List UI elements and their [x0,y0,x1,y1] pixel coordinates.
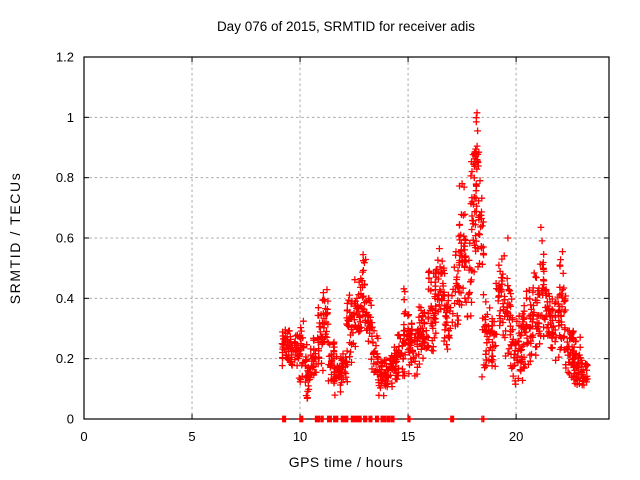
y-tick-label: 0.2 [56,351,74,366]
x-tick-label: 20 [509,429,523,444]
y-tick-label: 0 [67,412,74,427]
points-layer [278,109,591,423]
chart-title: Day 076 of 2015, SRMTID for receiver adi… [217,19,475,34]
x-tick-label: 5 [188,429,195,444]
y-tick-label: 1.2 [56,50,74,65]
x-axis-label: GPS time / hours [289,454,404,470]
x-tick-label: 15 [401,429,415,444]
tick-label-layer: 0 5 10 15 20 0 0.2 0.4 0.6 0.8 1 1.2 [56,50,523,445]
zero-value-markers [279,415,488,423]
grid-layer [84,57,609,419]
y-tick-label: 0.8 [56,170,74,185]
y-axis-label: SRMTID / TECUs [7,172,23,305]
x-tick-label: 10 [293,429,307,444]
y-tick-label: 0.4 [56,291,74,306]
x-tick-label: 0 [80,429,87,444]
y-tick-label: 0.6 [56,231,74,246]
tick-layer [83,56,609,420]
scatter-points [278,109,591,402]
y-tick-label: 1 [67,110,74,125]
